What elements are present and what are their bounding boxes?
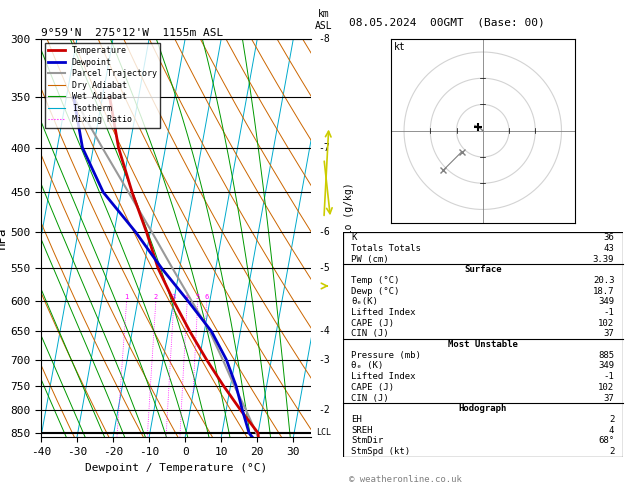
Text: CAPE (J): CAPE (J) xyxy=(351,383,394,392)
Text: SREH: SREH xyxy=(351,426,373,434)
Text: 3.39: 3.39 xyxy=(593,255,615,263)
Text: kt: kt xyxy=(394,41,405,52)
Text: 2: 2 xyxy=(609,447,615,456)
Legend: Temperature, Dewpoint, Parcel Trajectory, Dry Adiabat, Wet Adiabat, Isotherm, Mi: Temperature, Dewpoint, Parcel Trajectory… xyxy=(45,43,160,128)
Text: 102: 102 xyxy=(598,319,615,328)
Text: 2: 2 xyxy=(153,294,158,300)
Text: EH: EH xyxy=(351,415,362,424)
Text: Hodograph: Hodograph xyxy=(459,404,507,413)
Text: Lifted Index: Lifted Index xyxy=(351,372,416,381)
Text: 36: 36 xyxy=(604,233,615,242)
Text: 4: 4 xyxy=(609,426,615,434)
Text: Most Unstable: Most Unstable xyxy=(448,340,518,349)
Text: PW (cm): PW (cm) xyxy=(351,255,389,263)
Y-axis label: hPa: hPa xyxy=(0,227,8,249)
Text: -6: -6 xyxy=(318,227,330,237)
Text: Totals Totals: Totals Totals xyxy=(351,244,421,253)
Text: 37: 37 xyxy=(604,330,615,338)
Text: 20.3: 20.3 xyxy=(593,276,615,285)
Text: Lifted Index: Lifted Index xyxy=(351,308,416,317)
Text: StmSpd (kt): StmSpd (kt) xyxy=(351,447,410,456)
Text: Surface: Surface xyxy=(464,265,501,274)
Text: 08.05.2024  00GMT  (Base: 00): 08.05.2024 00GMT (Base: 00) xyxy=(349,17,545,27)
Text: CIN (J): CIN (J) xyxy=(351,330,389,338)
Text: 102: 102 xyxy=(598,383,615,392)
FancyBboxPatch shape xyxy=(343,232,623,457)
Text: -7: -7 xyxy=(318,143,330,153)
Text: 5: 5 xyxy=(196,294,200,300)
X-axis label: Dewpoint / Temperature (°C): Dewpoint / Temperature (°C) xyxy=(85,463,267,473)
Text: -1: -1 xyxy=(604,372,615,381)
Text: Pressure (mb): Pressure (mb) xyxy=(351,351,421,360)
Text: -4: -4 xyxy=(318,327,330,336)
Text: 68°: 68° xyxy=(598,436,615,445)
Text: Temp (°C): Temp (°C) xyxy=(351,276,399,285)
Text: 9°59'N  275°12'W  1155m ASL: 9°59'N 275°12'W 1155m ASL xyxy=(41,28,223,38)
Text: 4: 4 xyxy=(185,294,189,300)
Text: 18.7: 18.7 xyxy=(593,287,615,295)
Text: 37: 37 xyxy=(604,394,615,402)
Text: Dewp (°C): Dewp (°C) xyxy=(351,287,399,295)
Text: 6: 6 xyxy=(204,294,209,300)
Text: km
ASL: km ASL xyxy=(315,9,333,31)
Text: -8: -8 xyxy=(318,34,330,44)
Text: CAPE (J): CAPE (J) xyxy=(351,319,394,328)
Text: Mixing Ratio (g/kg): Mixing Ratio (g/kg) xyxy=(344,182,354,294)
Text: θₑ (K): θₑ (K) xyxy=(351,362,384,370)
Text: 349: 349 xyxy=(598,297,615,306)
Text: -5: -5 xyxy=(318,263,330,273)
Text: CIN (J): CIN (J) xyxy=(351,394,389,402)
Text: K: K xyxy=(351,233,357,242)
Text: 2: 2 xyxy=(609,415,615,424)
Text: 43: 43 xyxy=(604,244,615,253)
Text: LCL: LCL xyxy=(316,428,331,436)
Text: -3: -3 xyxy=(318,354,330,364)
Text: -2: -2 xyxy=(318,405,330,415)
Text: θₑ(K): θₑ(K) xyxy=(351,297,378,306)
Text: 1: 1 xyxy=(125,294,129,300)
Text: 349: 349 xyxy=(598,362,615,370)
Text: StmDir: StmDir xyxy=(351,436,384,445)
Text: 885: 885 xyxy=(598,351,615,360)
Text: 3: 3 xyxy=(172,294,176,300)
Text: © weatheronline.co.uk: © weatheronline.co.uk xyxy=(349,474,462,484)
Text: -1: -1 xyxy=(604,308,615,317)
